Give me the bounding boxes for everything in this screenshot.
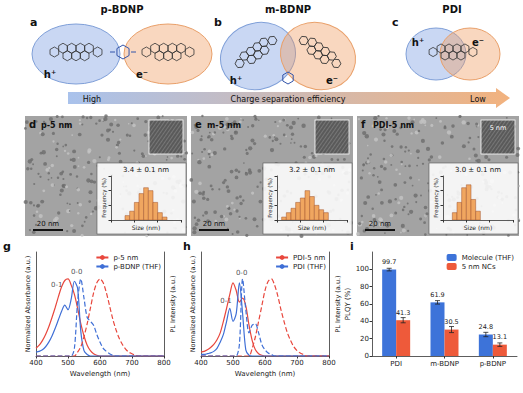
svg-text:41.3: 41.3 bbox=[396, 309, 410, 317]
svg-text:e⁻: e⁻ bbox=[326, 75, 338, 86]
svg-text:800: 800 bbox=[322, 359, 335, 367]
svg-text:80: 80 bbox=[360, 283, 369, 291]
svg-text:PL Intensity (a.u.): PL Intensity (a.u.) bbox=[334, 275, 342, 332]
svg-text:PDI: PDI bbox=[442, 4, 461, 15]
svg-text:20 nm: 20 nm bbox=[203, 220, 226, 228]
svg-text:Molecule (THF): Molecule (THF) bbox=[462, 254, 515, 262]
svg-text:700: 700 bbox=[125, 359, 138, 367]
svg-text:Size (nm): Size (nm) bbox=[132, 224, 161, 231]
svg-text:13.1: 13.1 bbox=[493, 333, 507, 341]
svg-text:100: 100 bbox=[356, 265, 369, 273]
svg-text:PDI: PDI bbox=[390, 360, 402, 368]
svg-text:0-1: 0-1 bbox=[220, 297, 231, 305]
svg-text:400: 400 bbox=[29, 359, 42, 367]
svg-text:700: 700 bbox=[290, 359, 303, 367]
svg-text:c: c bbox=[392, 16, 399, 29]
svg-text:High: High bbox=[83, 95, 101, 104]
svg-text:Normalized Absorbance (a.u.): Normalized Absorbance (a.u.) bbox=[24, 256, 32, 353]
svg-text:m-5 nm: m-5 nm bbox=[207, 121, 241, 130]
svg-text:Frequency (%): Frequency (%) bbox=[433, 178, 440, 218]
svg-text:40: 40 bbox=[360, 317, 369, 325]
svg-text:3.2 ± 0.1 nm: 3.2 ± 0.1 nm bbox=[289, 166, 335, 174]
svg-text:61.9: 61.9 bbox=[430, 291, 444, 299]
svg-text:PL Intensity (a.u.): PL Intensity (a.u.) bbox=[169, 275, 177, 332]
svg-text:99.7: 99.7 bbox=[382, 258, 396, 266]
svg-text:0-1: 0-1 bbox=[51, 281, 63, 290]
svg-text:h⁺: h⁺ bbox=[44, 69, 56, 80]
svg-text:5 nm: 5 nm bbox=[490, 124, 507, 132]
svg-text:PDI-5 nm: PDI-5 nm bbox=[373, 121, 414, 130]
svg-text:p-5 nm: p-5 nm bbox=[113, 254, 138, 262]
svg-text:Size (nm): Size (nm) bbox=[298, 224, 327, 231]
svg-text:20: 20 bbox=[360, 335, 369, 343]
svg-text:i: i bbox=[350, 240, 354, 253]
svg-text:b: b bbox=[214, 16, 222, 29]
svg-text:Frequency (%): Frequency (%) bbox=[267, 178, 274, 218]
svg-text:e⁻: e⁻ bbox=[472, 37, 484, 48]
svg-text:Charge separation efficiency: Charge separation efficiency bbox=[231, 95, 346, 104]
svg-text:24.8: 24.8 bbox=[479, 323, 493, 331]
svg-text:0-0: 0-0 bbox=[71, 268, 82, 276]
svg-text:Low: Low bbox=[470, 95, 486, 104]
svg-text:500: 500 bbox=[226, 359, 239, 367]
svg-text:h: h bbox=[183, 240, 191, 253]
svg-text:600: 600 bbox=[93, 359, 106, 367]
svg-text:3.0 ± 0.1 nm: 3.0 ± 0.1 nm bbox=[455, 166, 501, 174]
svg-text:a: a bbox=[30, 16, 37, 29]
svg-text:m-BDNP: m-BDNP bbox=[265, 4, 311, 15]
svg-text:30.5: 30.5 bbox=[444, 318, 458, 326]
svg-text:0-0: 0-0 bbox=[236, 269, 247, 277]
svg-text:3.4 ± 0.1 nm: 3.4 ± 0.1 nm bbox=[123, 166, 169, 174]
svg-text:20 nm: 20 nm bbox=[369, 220, 392, 228]
svg-text:p-BDNP: p-BDNP bbox=[480, 360, 506, 368]
svg-text:g: g bbox=[3, 240, 11, 253]
svg-text:Wavelength (nm): Wavelength (nm) bbox=[70, 370, 131, 378]
svg-text:600: 600 bbox=[258, 359, 271, 367]
svg-text:d: d bbox=[29, 119, 36, 130]
svg-text:PDI (THF): PDI (THF) bbox=[293, 263, 326, 271]
svg-text:5 nm NCs: 5 nm NCs bbox=[462, 263, 496, 271]
svg-text:e⁻: e⁻ bbox=[136, 69, 148, 80]
svg-text:Frequency (%): Frequency (%) bbox=[101, 178, 108, 218]
svg-text:Size (nm): Size (nm) bbox=[464, 224, 493, 231]
svg-text:PLQY (%): PLQY (%) bbox=[344, 288, 352, 321]
svg-text:60: 60 bbox=[360, 300, 369, 308]
svg-text:500: 500 bbox=[61, 359, 74, 367]
svg-text:p-BDNP (THF): p-BDNP (THF) bbox=[113, 263, 161, 271]
svg-text:800: 800 bbox=[157, 359, 170, 367]
svg-text:Wavelength (nm): Wavelength (nm) bbox=[235, 370, 296, 378]
svg-text:p-5 nm: p-5 nm bbox=[41, 121, 72, 130]
svg-text:f: f bbox=[361, 119, 366, 130]
svg-text:m-BDNP: m-BDNP bbox=[430, 360, 459, 368]
svg-text:PDI-5 nm: PDI-5 nm bbox=[293, 254, 325, 262]
svg-text:0: 0 bbox=[365, 352, 369, 360]
svg-text:h⁺: h⁺ bbox=[412, 37, 424, 48]
svg-text:Normalized Absorbance (a.u.): Normalized Absorbance (a.u.) bbox=[189, 256, 197, 353]
svg-text:400: 400 bbox=[194, 359, 207, 367]
svg-text:p-BDNP: p-BDNP bbox=[101, 4, 144, 15]
svg-text:20 nm: 20 nm bbox=[37, 220, 60, 228]
svg-text:h⁺: h⁺ bbox=[230, 75, 242, 86]
svg-text:e: e bbox=[195, 119, 202, 130]
